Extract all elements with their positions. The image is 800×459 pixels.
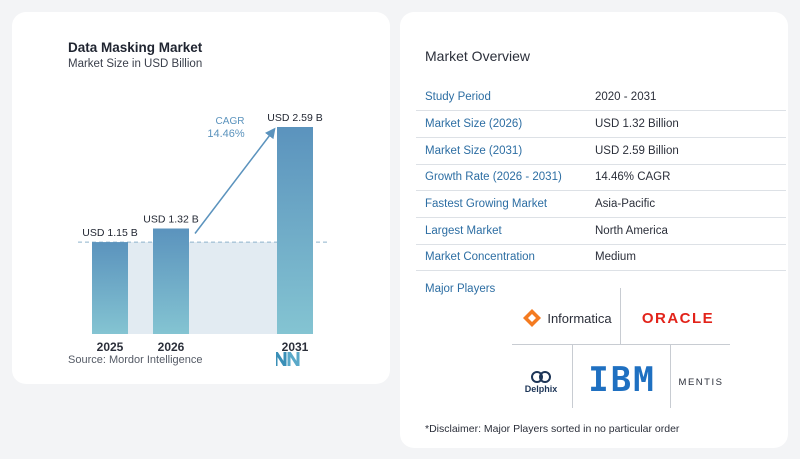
bar-2031 [277,127,313,334]
overview-row-value: Asia-Pacific [586,190,786,218]
cagr-label: CAGR [216,116,245,127]
delphix-logo-icon [531,371,551,383]
overview-row: Study Period 2020 - 2031 [416,84,786,112]
overview-row-label: Largest Market [416,217,586,245]
player-delphix-label: Delphix [524,384,558,394]
overview-title: Market Overview [425,48,531,64]
players-divider [572,344,573,408]
players-divider [620,288,621,344]
overview-row-value: USD 1.32 Billion [586,110,786,138]
players-divider [512,344,730,345]
chart-subtitle: Market Size in USD Billion [68,58,203,70]
overview-row: Market Concentration Medium [416,244,786,272]
player-informatica: Informatica [512,300,622,336]
overview-row-label: Market Size (2026) [416,110,586,138]
player-delphix: Delphix [514,360,568,404]
mordor-logo-icon [274,346,302,372]
bar-chart: USD 1.15 B 2025 USD 1.32 B 2026 USD 2.59 B 20… [78,112,328,354]
cagr-arrow [194,127,276,234]
bar-value-label: USD 1.15 B [82,227,137,239]
x-tick-label: 2025 [97,340,124,354]
overview-row: Growth Rate (2026 - 2031) 14.46% CAGR [416,164,786,192]
player-ibm: IBM [588,360,656,400]
overview-row-value: 2020 - 2031 [586,84,786,112]
x-tick-label: 2031 [282,340,309,354]
chart-title: Data Masking Market [68,40,203,55]
overview-row: Market Size (2031) USD 2.59 Billion [416,137,786,165]
players-divider [670,344,671,408]
overview-row-label: Study Period [416,84,586,112]
bar-value-label: USD 1.32 B [143,214,198,226]
overview-row-value: Medium [586,244,786,272]
overview-row: Market Size (2026) USD 1.32 Billion [416,110,786,138]
player-oracle: ORACLE [641,309,715,327]
cagr-value: 14.46% [207,128,245,140]
overview-row-value: USD 2.59 Billion [586,137,786,165]
overview-row-label: Fastest Growing Market [416,190,586,218]
overview-row-value: 14.46% CAGR [586,164,786,192]
overview-row: Largest Market North America [416,217,786,245]
player-mentis: MENTIS [678,376,724,388]
disclaimer: *Disclaimer: Major Players sorted in no … [425,423,680,435]
overview-row-label: Growth Rate (2026 - 2031) [416,164,586,192]
x-tick-label: 2026 [158,340,185,354]
informatica-logo-icon [523,309,542,327]
bar-2025 [92,242,128,334]
bar-2026 [153,228,189,334]
overview-table: Study Period 2020 - 2031 Market Size (2026… [416,84,786,272]
player-informatica-label: Informatica [547,310,612,326]
overview-row: Fastest Growing Market Asia-Pacific [416,190,786,218]
overview-row-label: Market Concentration [416,244,586,272]
overview-row-value: North America [586,217,786,245]
source-label: Source: Mordor Intelligence [68,354,203,366]
major-players-title: Major Players [425,283,496,295]
overview-row-label: Market Size (2031) [416,137,586,165]
bar-value-label: USD 2.59 B [267,112,322,124]
